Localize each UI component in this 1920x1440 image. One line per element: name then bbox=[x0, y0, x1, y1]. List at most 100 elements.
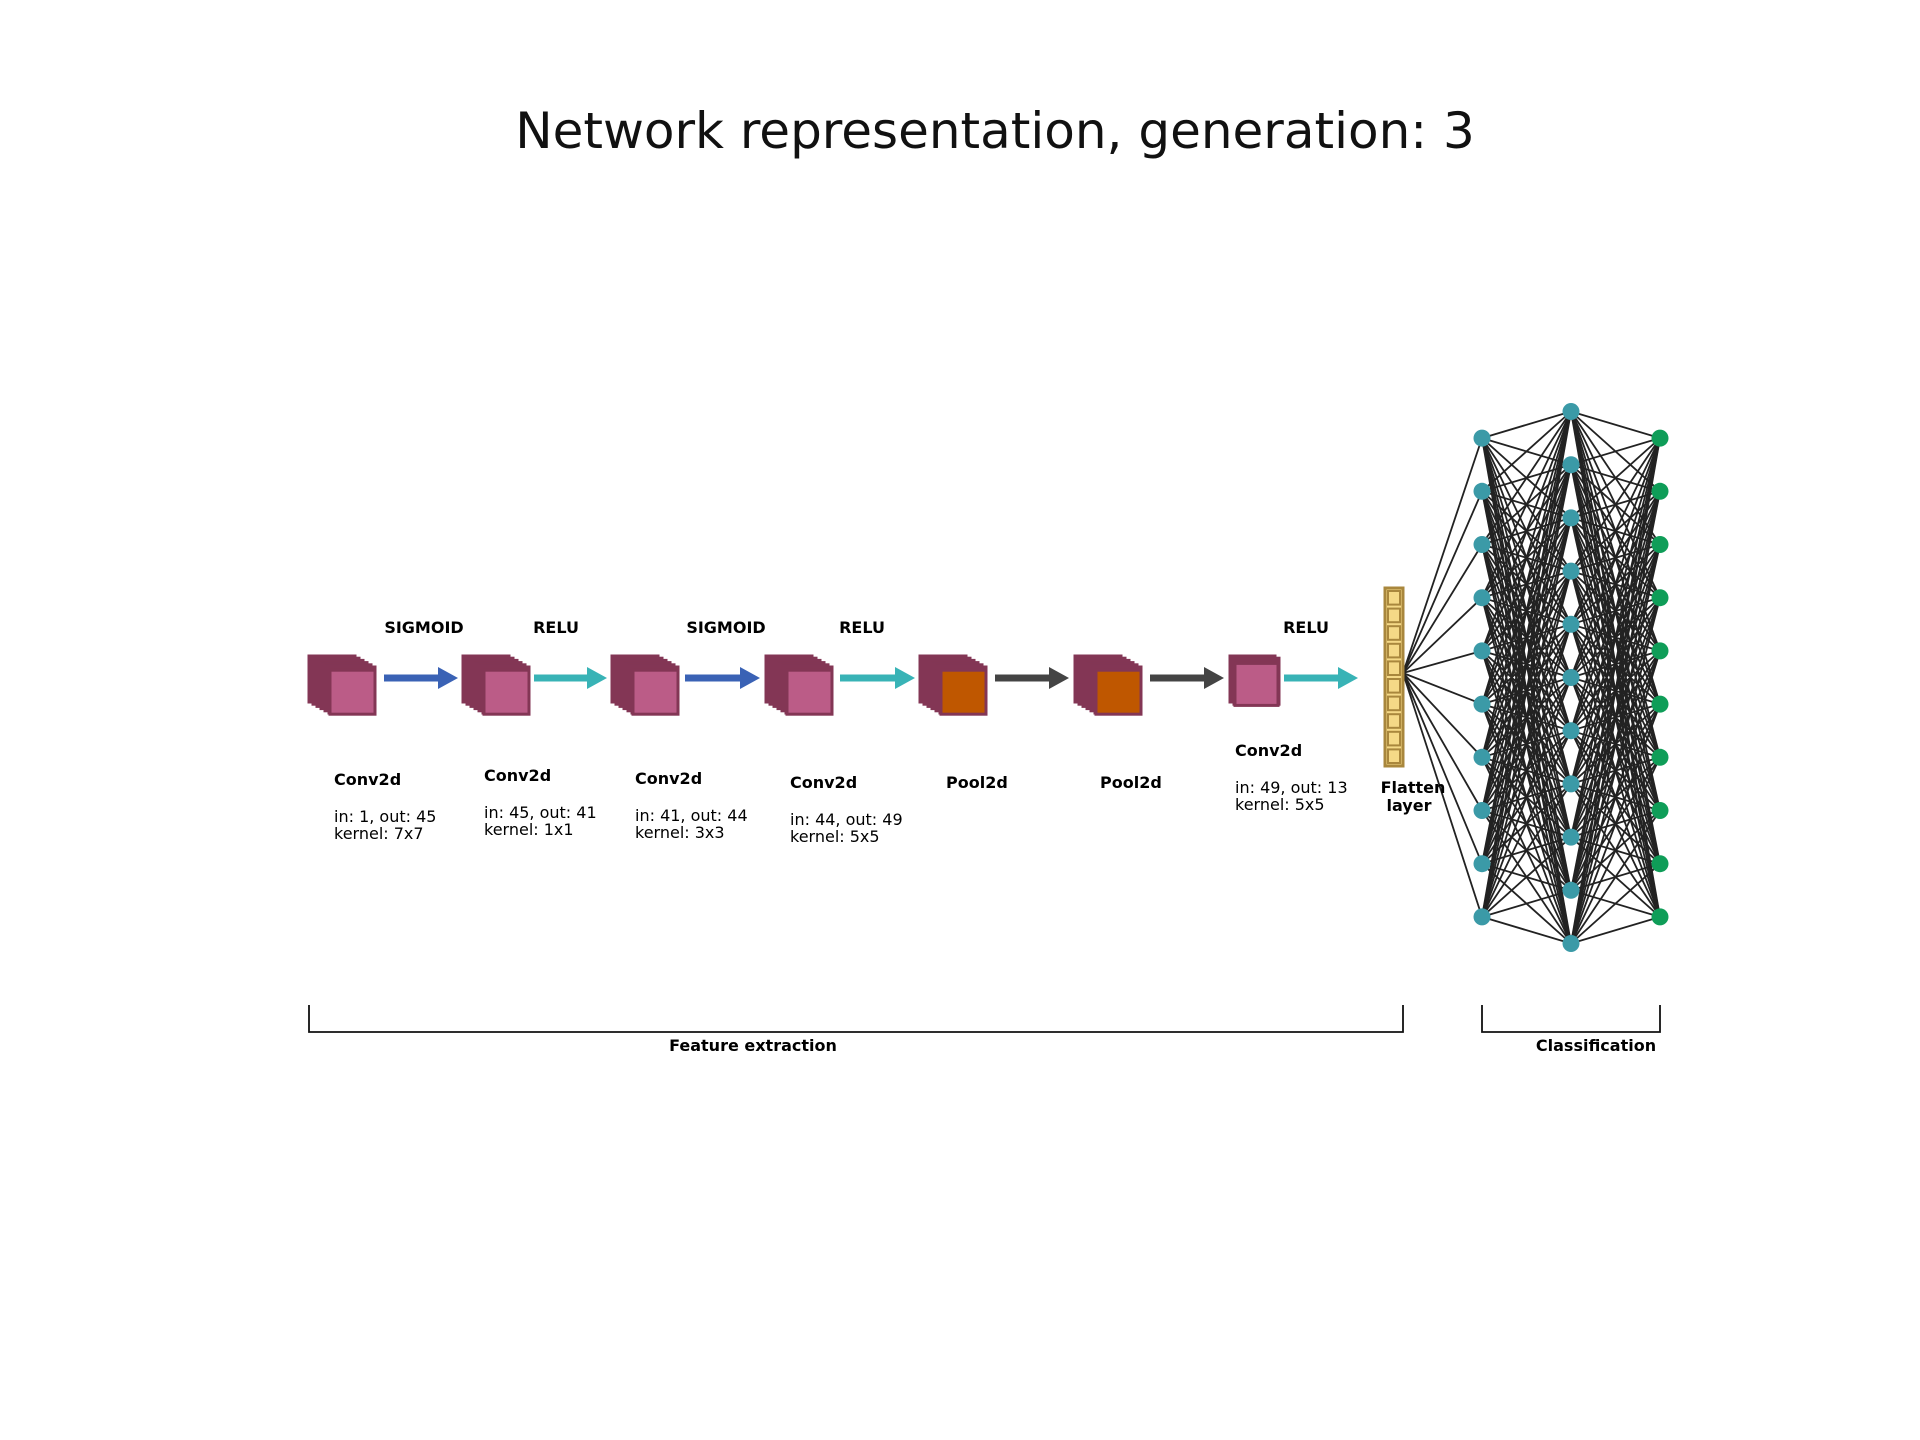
connection-edge bbox=[1570, 703, 1661, 944]
hidden-neuron bbox=[1562, 775, 1580, 793]
connection-edge bbox=[1481, 783, 1572, 918]
activation-label: SIGMOID bbox=[384, 618, 463, 637]
hidden-neuron bbox=[1562, 403, 1580, 420]
connection-edge bbox=[1570, 437, 1661, 838]
connection-edge bbox=[1570, 437, 1661, 785]
connection-edge bbox=[1402, 650, 1483, 674]
connection-edge bbox=[1481, 624, 1572, 918]
hidden-neuron bbox=[1473, 482, 1491, 500]
classifier-nodes bbox=[1473, 403, 1669, 952]
connection-edge bbox=[1402, 544, 1483, 674]
layer-front-face bbox=[1233, 661, 1280, 707]
hidden-neuron bbox=[1562, 456, 1580, 474]
layer-kernel: kernel: 5x5 bbox=[790, 827, 880, 846]
connection-edge bbox=[1402, 672, 1483, 811]
connection-edge bbox=[1481, 464, 1572, 918]
connection-edge bbox=[1481, 916, 1572, 945]
layer-kernel: kernel: 3x3 bbox=[635, 823, 725, 842]
layer-front-face bbox=[482, 668, 531, 716]
connection-edge bbox=[1402, 437, 1483, 674]
connection-edge bbox=[1481, 677, 1572, 918]
connection-edge bbox=[1570, 863, 1661, 945]
hidden-neuron bbox=[1473, 855, 1491, 873]
connection-edge bbox=[1570, 410, 1661, 439]
activation-label: SIGMOID bbox=[686, 618, 765, 637]
layer-name: Conv2d bbox=[1235, 741, 1302, 760]
layer-front-face bbox=[785, 668, 834, 716]
connection-edge bbox=[1481, 410, 1572, 439]
connection-edge bbox=[1570, 650, 1661, 944]
connection-edge bbox=[1402, 672, 1483, 758]
connection-edge bbox=[1570, 437, 1661, 466]
activation-arrow-5 bbox=[995, 667, 1069, 689]
connection-edge bbox=[1402, 672, 1483, 918]
connection-edge bbox=[1481, 411, 1572, 758]
connection-edge bbox=[1481, 730, 1572, 918]
section-brackets: Feature extraction Classification bbox=[308, 1005, 1661, 1055]
classifier-edges bbox=[1402, 410, 1661, 945]
hidden-neuron bbox=[1562, 669, 1580, 686]
layer-in-out: in: 41, out: 44 bbox=[635, 806, 748, 825]
output-neuron bbox=[1651, 482, 1669, 500]
connection-edge bbox=[1402, 597, 1483, 674]
connection-edge bbox=[1570, 597, 1661, 944]
activation-label: RELU bbox=[839, 618, 885, 637]
connection-edge bbox=[1481, 411, 1572, 864]
layer-in-out: in: 44, out: 49 bbox=[790, 810, 903, 829]
layer-block-6: Pool2d bbox=[1073, 654, 1162, 792]
hidden-neuron bbox=[1473, 748, 1491, 766]
connection-edge bbox=[1570, 491, 1661, 944]
layer-name: Pool2d bbox=[946, 773, 1008, 792]
connection-edge bbox=[1481, 411, 1572, 811]
activation-arrow-7: RELU bbox=[1283, 618, 1358, 689]
connection-edge bbox=[1570, 437, 1661, 678]
connection-edge bbox=[1570, 437, 1661, 519]
layer-name: Conv2d bbox=[635, 769, 702, 788]
layer-front-face bbox=[328, 668, 377, 716]
connection-edge bbox=[1481, 410, 1572, 492]
hidden-neuron bbox=[1473, 908, 1491, 926]
hidden-neuron bbox=[1562, 722, 1580, 740]
connection-edge bbox=[1402, 672, 1483, 705]
layer-name: Conv2d bbox=[484, 766, 551, 785]
feature-extraction-label: Feature extraction bbox=[669, 1036, 837, 1055]
arrow-shape bbox=[995, 667, 1069, 689]
hidden-neuron bbox=[1473, 589, 1491, 607]
hidden-neuron bbox=[1473, 429, 1491, 447]
connection-edge bbox=[1481, 889, 1572, 918]
feature-extraction-bracket bbox=[308, 1005, 1404, 1033]
connection-edge bbox=[1570, 437, 1661, 572]
connection-edge bbox=[1481, 411, 1572, 918]
layer-front-face bbox=[1094, 668, 1143, 716]
hidden-neuron bbox=[1473, 536, 1491, 553]
hidden-neuron bbox=[1562, 935, 1580, 952]
connection-edge bbox=[1570, 809, 1661, 945]
output-neuron bbox=[1651, 589, 1669, 607]
arrow-shape bbox=[1150, 667, 1224, 689]
arrow-shape bbox=[384, 667, 458, 689]
flatten-cell bbox=[1387, 713, 1401, 729]
arrow-shape bbox=[534, 667, 607, 689]
hidden-neuron bbox=[1473, 802, 1491, 819]
flatten-cell bbox=[1387, 730, 1401, 747]
flatten-label-line2: layer bbox=[1387, 796, 1432, 815]
connection-edge bbox=[1481, 836, 1572, 918]
layer-in-out: in: 45, out: 41 bbox=[484, 803, 597, 822]
activation-arrow-3: SIGMOID bbox=[685, 618, 766, 689]
classification-label: Classification bbox=[1536, 1036, 1656, 1055]
connection-edge bbox=[1481, 411, 1572, 599]
flatten-label-line1: Flatten bbox=[1381, 778, 1446, 797]
hidden-neuron bbox=[1562, 509, 1580, 527]
layer-front-face bbox=[939, 668, 988, 716]
connection-edge bbox=[1570, 756, 1661, 944]
layer-kernel: kernel: 5x5 bbox=[1235, 795, 1325, 814]
output-neuron bbox=[1651, 855, 1669, 873]
connection-edge bbox=[1570, 544, 1661, 944]
layer-name: Conv2d bbox=[334, 770, 401, 789]
layer-in-out: in: 49, out: 13 bbox=[1235, 778, 1348, 797]
connection-edge bbox=[1570, 437, 1661, 625]
